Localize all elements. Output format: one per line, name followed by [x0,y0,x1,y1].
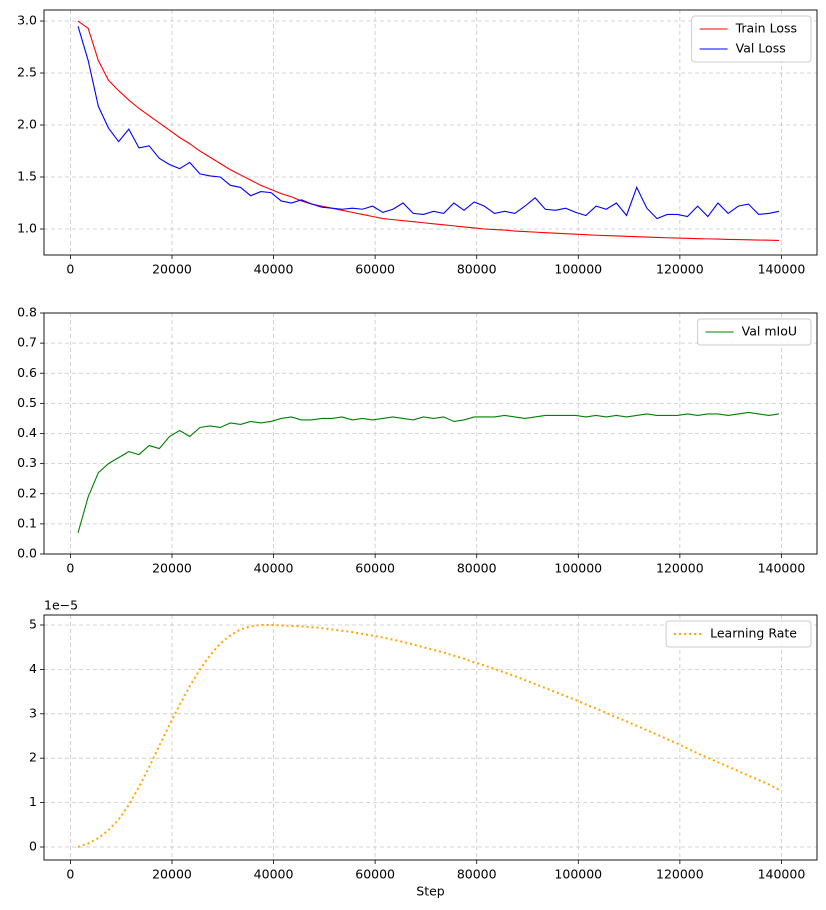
y-tick-label: 3 [29,705,37,720]
legend-label: Val Loss [736,41,786,56]
x-tick-label: 100000 [554,561,602,576]
x-axis-label: Step [416,884,445,899]
y-tick-label: 0.8 [17,305,37,320]
subplot: 0 20000 40000 60000 80000 100000 120000 140000 0… [17,305,818,576]
x-tick-label: 80000 [457,262,497,277]
x-tick-label: 20000 [152,867,192,882]
y-tick-label: 2 [29,750,37,765]
legend-label: Train Loss [735,21,797,36]
x-tick-label: 60000 [355,262,395,277]
legend-box [691,15,812,63]
x-tick-label: 0 [66,561,74,576]
y-tick-label: 5 [29,616,37,631]
y-tick-label: 0.5 [17,395,37,410]
y-tick-label: 2.5 [17,65,37,80]
x-tick-label: 140000 [758,262,806,277]
y-tick-label: 1.0 [17,221,37,236]
x-tick-label: 100000 [554,867,602,882]
axes-frame [43,312,818,555]
y-offset-label: 1e−5 [44,598,78,613]
legend-box [665,620,812,648]
y-tick-label: 0.4 [17,425,37,440]
x-tick-label: 120000 [656,867,704,882]
y-tick-label: 0 [29,838,37,853]
x-tick-label: 120000 [656,561,704,576]
series-line [77,623,780,848]
x-tick-label: 60000 [355,561,395,576]
x-tick-label: 20000 [152,561,192,576]
y-tick-label: 4 [29,661,37,676]
legend-box [697,318,812,346]
legend-label: Learning Rate [710,626,797,641]
y-tick-label: 2.0 [17,117,37,132]
y-tick-label: 1.5 [17,169,37,184]
y-tick-label: 0.3 [17,455,37,470]
y-tick-label: 0.2 [17,485,37,500]
y-tick-label: 3.0 [17,13,37,28]
series-line [77,26,780,220]
subplot: 0 20000 40000 60000 80000 100000 120000 140000 1… [17,9,818,277]
x-tick-label: 120000 [656,262,704,277]
x-tick-label: 100000 [554,262,602,277]
legend: Val mIoU [697,318,812,346]
x-tick-label: 80000 [457,561,497,576]
axes-frame [43,614,818,861]
y-tick-label: 0.6 [17,365,37,380]
x-tick-label: 140000 [758,867,806,882]
legend-label: Val mIoU [742,324,797,339]
subplot: 0 20000 40000 60000 80000 100000 120000 140000 0… [29,598,818,899]
y-tick-label: 1 [29,794,37,809]
axes-frame [43,9,818,256]
series-line [77,411,779,534]
y-tick-label: 0.1 [17,515,37,530]
x-tick-label: 40000 [254,262,294,277]
x-tick-label: 0 [66,262,74,277]
x-tick-label: 80000 [457,867,497,882]
y-tick-label: 0.7 [17,335,37,350]
x-tick-label: 20000 [152,262,192,277]
x-tick-label: 140000 [758,561,806,576]
y-tick-label: 0.0 [17,546,37,561]
x-tick-label: 0 [66,867,74,882]
x-tick-label: 60000 [355,867,395,882]
legend: Learning Rate [665,620,812,648]
x-tick-label: 40000 [254,867,294,882]
series-line [77,20,779,241]
legend: Train Loss Val Loss [691,15,812,63]
x-tick-label: 40000 [254,561,294,576]
